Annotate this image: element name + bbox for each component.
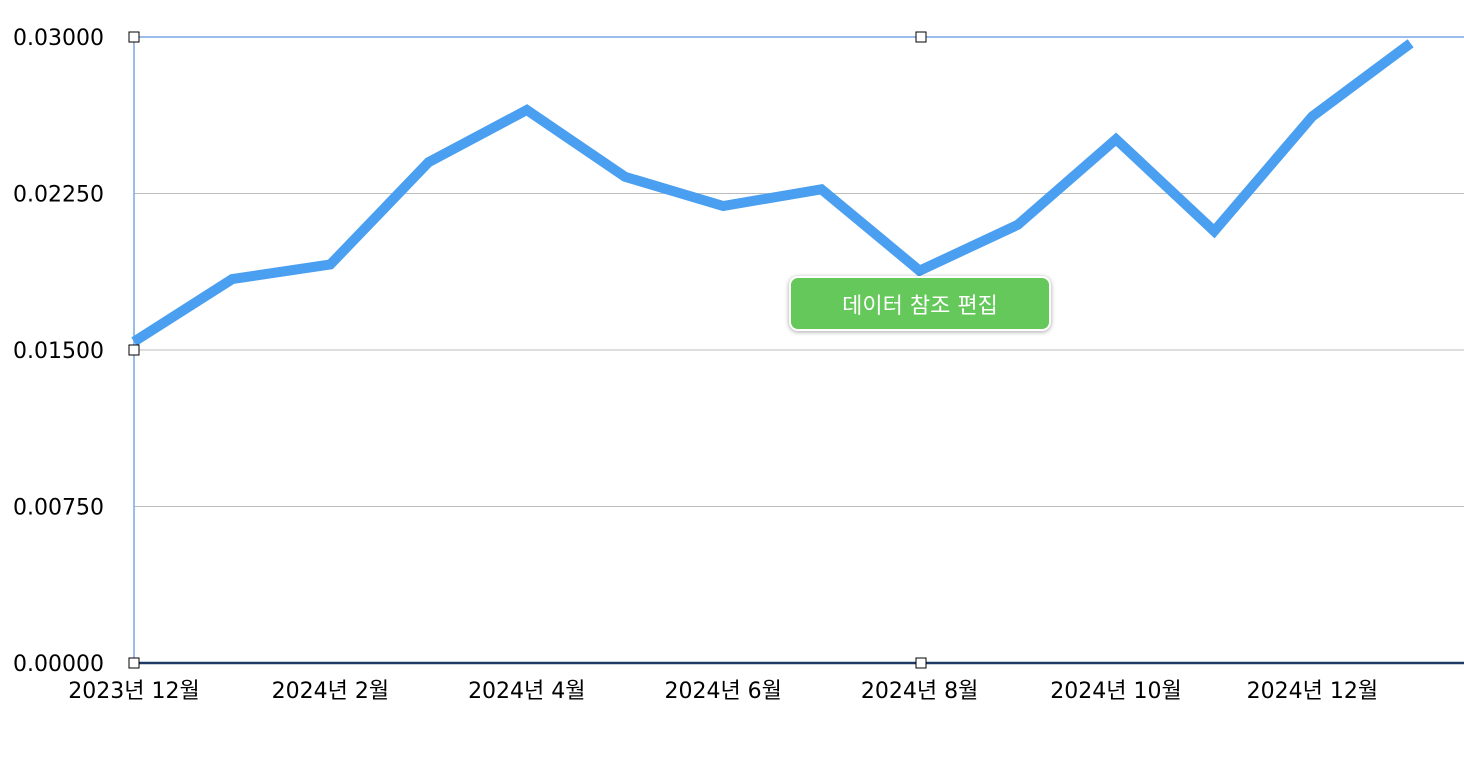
data-point <box>816 184 826 194</box>
x-tick-labels: 2023년 12월 2024년 2월 2024년 4월 2024년 6월 2024년 8… <box>68 679 1378 704</box>
x-tick-label: 2024년 4월 <box>468 679 585 704</box>
selection-handles[interactable] <box>128 31 927 669</box>
data-point <box>620 172 630 182</box>
x-tick-label: 2024년 6월 <box>664 679 781 704</box>
grid-lines <box>134 36 1464 507</box>
data-point <box>424 157 434 167</box>
data-point <box>1209 226 1219 236</box>
x-tick-label: 2024년 12월 <box>1247 679 1378 704</box>
y-tick-label: 0.02250 <box>13 183 104 208</box>
y-tick-label: 0.01500 <box>13 339 104 364</box>
data-point <box>325 259 335 269</box>
x-tick-label: 2023년 12월 <box>68 679 199 704</box>
series-line <box>131 39 1414 346</box>
data-point <box>1406 38 1416 48</box>
y-tick-label: 0.00000 <box>13 652 104 677</box>
y-tick-labels: 0.00000 0.00750 0.01500 0.02250 0.03000 <box>13 26 104 677</box>
edit-data-reference-button[interactable]: 데이터 참조 편집 <box>789 276 1051 331</box>
resize-handle[interactable] <box>915 657 927 669</box>
data-point <box>1111 134 1121 144</box>
x-tick-label: 2024년 10월 <box>1050 679 1181 704</box>
y-tick-label: 0.00750 <box>13 496 104 521</box>
data-point <box>1013 220 1023 230</box>
series <box>131 38 1416 346</box>
resize-handle[interactable] <box>128 344 140 356</box>
y-tick-label: 0.03000 <box>13 26 104 51</box>
x-tick-label: 2024년 2월 <box>272 679 389 704</box>
data-point <box>227 274 237 284</box>
data-point <box>1307 111 1317 121</box>
data-point <box>915 266 925 276</box>
resize-handle[interactable] <box>128 657 140 669</box>
x-tick-label: 2024년 8월 <box>861 679 978 704</box>
data-point <box>718 201 728 211</box>
resize-handle[interactable] <box>128 31 140 43</box>
data-point <box>522 105 532 115</box>
resize-handle[interactable] <box>915 31 927 43</box>
